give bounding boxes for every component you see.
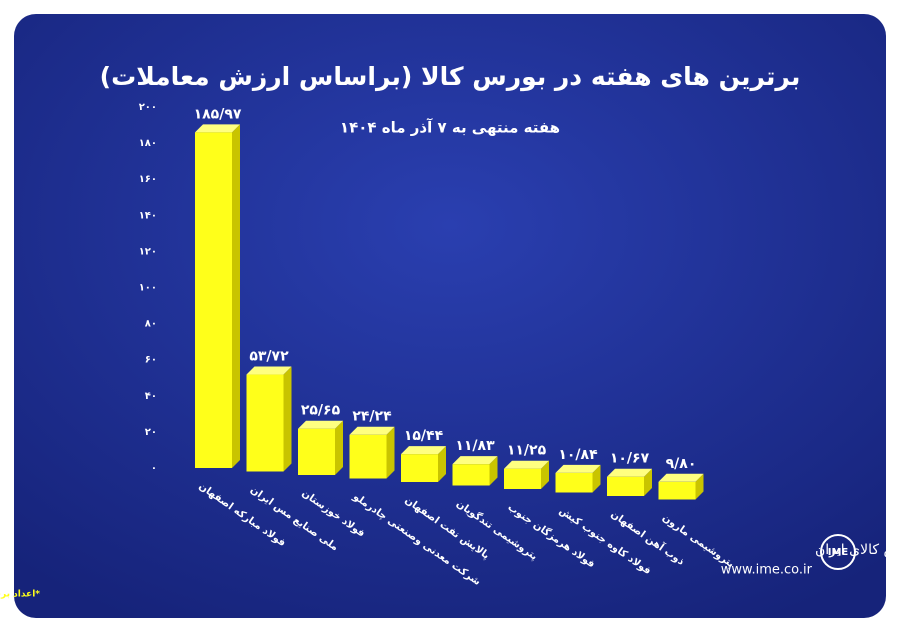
bar-top xyxy=(504,460,549,469)
value-label: ۱۰/۸۴ xyxy=(558,447,598,463)
value-label: ۹/۸۰ xyxy=(666,456,697,472)
bar-top xyxy=(246,366,292,375)
bar-top xyxy=(349,426,395,435)
y-tick-label: ۱۲۰ xyxy=(139,246,157,257)
bar-top xyxy=(401,446,446,455)
bar xyxy=(607,476,644,496)
bar-top xyxy=(555,464,601,473)
y-tick-label: ۴۰ xyxy=(145,391,157,402)
bar xyxy=(246,374,284,472)
value-label: ۱۱/۲۵ xyxy=(507,443,547,459)
bar-side xyxy=(541,460,549,489)
bar-side xyxy=(232,124,240,468)
bar-top xyxy=(298,420,343,429)
value-label: ۲۵/۶۵ xyxy=(301,403,341,419)
footnote: *اعداد برحسب هزار میلیارد ریال است xyxy=(0,590,40,600)
bar xyxy=(401,454,438,482)
bar-side xyxy=(335,420,343,475)
bar xyxy=(349,434,387,479)
bar-side xyxy=(489,456,498,486)
bar xyxy=(658,481,696,500)
y-tick-label: ۸۰ xyxy=(145,319,157,330)
logo-mark: IME xyxy=(828,547,849,558)
chart-subtitle: هفته منتهی به ۷ آذر ماه ۱۴۰۴ xyxy=(340,119,560,137)
bar xyxy=(298,428,335,475)
bar-side xyxy=(438,446,446,482)
value-label: ۵۳/۷۲ xyxy=(249,349,289,365)
y-tick-label: ۰ xyxy=(151,463,157,474)
brand: بورس کالای ایران xyxy=(815,542,900,558)
bar xyxy=(195,132,232,468)
y-tick-label: ۶۰ xyxy=(145,355,157,366)
y-tick-label: ۲۰۰ xyxy=(139,102,157,113)
logo xyxy=(820,534,856,570)
bar xyxy=(555,472,593,493)
bar-side xyxy=(386,426,395,479)
value-label: ۱۸۵/۹۷ xyxy=(194,106,242,122)
bar xyxy=(452,464,490,486)
bar-side xyxy=(695,473,704,500)
bar-top xyxy=(658,473,704,482)
y-tick-label: ۱۶۰ xyxy=(139,174,157,185)
bar-side xyxy=(644,468,652,496)
chart-title: برترین های هفته در بورس کالا (براساس ارز… xyxy=(100,62,801,92)
website: www.ime.co.ir xyxy=(721,563,813,578)
value-label: ۱۱/۸۳ xyxy=(455,438,495,454)
y-tick-label: ۱۸۰ xyxy=(139,138,157,149)
bar-top xyxy=(195,124,240,133)
bar-top xyxy=(452,456,498,465)
value-label: ۲۴/۲۴ xyxy=(352,409,392,425)
bar-side xyxy=(283,366,292,472)
value-label: ۱۰/۶۷ xyxy=(610,451,650,467)
y-tick-label: ۱۰۰ xyxy=(139,283,157,294)
value-label: ۱۵/۴۴ xyxy=(404,428,444,444)
y-tick-label: ۲۰ xyxy=(145,427,157,438)
y-tick-label: ۱۴۰ xyxy=(139,210,157,221)
bar xyxy=(504,468,541,489)
bar-side xyxy=(592,464,601,493)
bar-top xyxy=(607,468,652,477)
